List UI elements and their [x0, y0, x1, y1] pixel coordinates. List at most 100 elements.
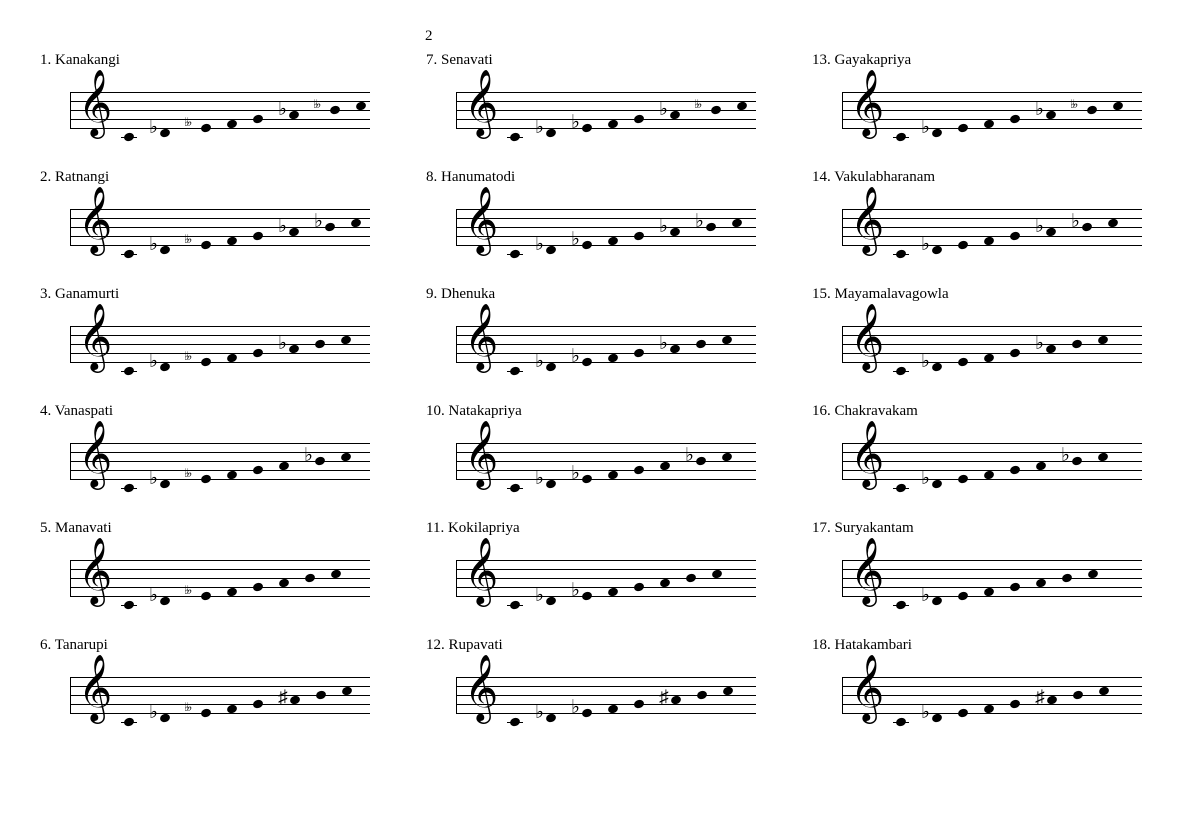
staff-line — [842, 245, 1142, 246]
flat-accidental: ♭ — [921, 235, 930, 254]
sharp-accidental: ♯ — [659, 688, 669, 707]
staff-line — [456, 560, 756, 561]
staff-line — [70, 713, 370, 714]
staff-line — [70, 587, 370, 588]
staff-line — [842, 461, 1142, 462]
scale-cell: 16. Chakravakam𝄞♭♭ — [812, 403, 1142, 498]
scale-cell: 5. Manavati𝄞♭♭♭ — [40, 520, 370, 615]
staff: 𝄞♭♭♭♭♭ — [70, 200, 370, 264]
treble-clef: 𝄞 — [464, 542, 498, 600]
scale-title: 17. Suryakantam — [812, 520, 1142, 537]
flat-accidental: ♭ — [278, 334, 287, 353]
scale-name: Vanaspati — [55, 403, 113, 419]
staff-wrap: 𝄞♭♭♭♭♭ — [426, 83, 756, 147]
staff-wrap: 𝄞♭♭♭♯ — [40, 668, 370, 732]
staff-line — [456, 128, 756, 129]
treble-clef: 𝄞 — [464, 191, 498, 249]
title-separator: . — [48, 637, 55, 653]
scale-title: 8. Hanumatodi — [426, 169, 756, 186]
staff-line — [842, 128, 1142, 129]
staff-line — [456, 695, 756, 696]
scale-number: 18 — [812, 637, 827, 653]
treble-clef: 𝄞 — [464, 425, 498, 483]
staff: 𝄞♭ — [842, 551, 1142, 615]
scale-cell: 2. Ratnangi 𝄞♭♭♭♭♭ — [40, 169, 370, 264]
staff-line — [456, 461, 756, 462]
scale-name: Mayamalavagowla — [835, 286, 949, 302]
barline-left — [842, 677, 843, 714]
staff-line — [70, 596, 370, 597]
scale-name: Senavati — [441, 52, 493, 68]
staff-line — [842, 560, 1142, 561]
scale-title: 12. Rupavati — [426, 637, 756, 654]
double_flat-accidental: ♭♭ — [184, 584, 189, 596]
staff-lines — [456, 677, 756, 713]
staff-wrap: 𝄞♭♭♭ — [426, 434, 756, 498]
scale-title: 13. Gayakapriya — [812, 52, 1142, 69]
scale-title: 4. Vanaspati — [40, 403, 370, 420]
treble-clef: 𝄞 — [850, 542, 884, 600]
flat-accidental: ♭ — [535, 118, 544, 137]
flat-accidental: ♭ — [659, 334, 668, 353]
staff-line — [842, 569, 1142, 570]
staff-line — [456, 236, 756, 237]
treble-clef: 𝄞 — [78, 425, 112, 483]
double_flat-accidental: ♭♭ — [184, 701, 189, 713]
note-C4 — [895, 249, 907, 260]
staff-line — [456, 704, 756, 705]
scale-number: 17 — [812, 520, 827, 536]
staff-wrap: 𝄞♭♭♭ — [426, 317, 756, 381]
treble-clef: 𝄞 — [850, 74, 884, 132]
staff: 𝄞♭♭♭ — [70, 551, 370, 615]
scale-cell: 4. Vanaspati 𝄞♭♭♭♭ — [40, 403, 370, 498]
title-separator: . — [441, 403, 449, 419]
note-C4 — [509, 132, 521, 143]
staff-line — [842, 686, 1142, 687]
staff-line — [456, 353, 756, 354]
flat-accidental: ♭ — [571, 347, 580, 366]
staff: 𝄞♭♭♭♭ — [70, 317, 370, 381]
flat-accidental: ♭ — [571, 464, 580, 483]
title-separator: . — [48, 403, 55, 419]
flat-accidental: ♭ — [535, 235, 544, 254]
barline-left — [456, 92, 457, 129]
treble-clef: 𝄞 — [78, 659, 112, 717]
title-separator: . — [48, 169, 56, 185]
staff-wrap: 𝄞♭♭♭♭♭ — [40, 200, 370, 264]
double_flat-accidental: ♭♭ — [1070, 98, 1075, 110]
staff-line — [456, 101, 756, 102]
treble-clef: 𝄞 — [850, 308, 884, 366]
flat-accidental: ♭ — [571, 581, 580, 600]
staff-line — [842, 695, 1142, 696]
barline-left — [70, 677, 71, 714]
staff-line — [70, 452, 370, 453]
double_flat-accidental: ♭♭ — [694, 98, 699, 110]
scale-grid: 1. Kanakangi𝄞♭♭♭♭♭♭2. Ratnangi𝄞♭♭♭♭♭3. G… — [40, 52, 1142, 732]
staff-line — [456, 443, 756, 444]
double_flat-accidental: ♭♭ — [184, 233, 189, 245]
title-separator: . — [441, 637, 449, 653]
treble-clef: 𝄞 — [78, 191, 112, 249]
scale-title: 7. Senavati — [426, 52, 756, 69]
staff-wrap: 𝄞♭♯ — [812, 668, 1142, 732]
staff-wrap: 𝄞♭♭♭♭ — [426, 200, 756, 264]
title-separator: . — [48, 286, 56, 302]
double_flat-accidental: ♭♭ — [184, 116, 189, 128]
staff-line — [70, 578, 370, 579]
scale-title: 2. Ratnangi — [40, 169, 370, 186]
staff-line — [456, 470, 756, 471]
scale-number: 2 — [40, 169, 48, 185]
treble-clef: 𝄞 — [78, 74, 112, 132]
staff: 𝄞♭♭♭♭ — [70, 434, 370, 498]
staff: 𝄞♭♭♭♯ — [70, 668, 370, 732]
scale-name: Gayakapriya — [835, 52, 912, 68]
staff-line — [842, 218, 1142, 219]
staff-line — [456, 452, 756, 453]
note-C4 — [123, 132, 135, 143]
flat-accidental: ♭ — [535, 352, 544, 371]
treble-clef: 𝄞 — [850, 191, 884, 249]
staff: 𝄞♭♭♯ — [456, 668, 756, 732]
flat-accidental: ♭ — [535, 469, 544, 488]
flat-accidental: ♭ — [149, 118, 158, 137]
barline-left — [842, 92, 843, 129]
